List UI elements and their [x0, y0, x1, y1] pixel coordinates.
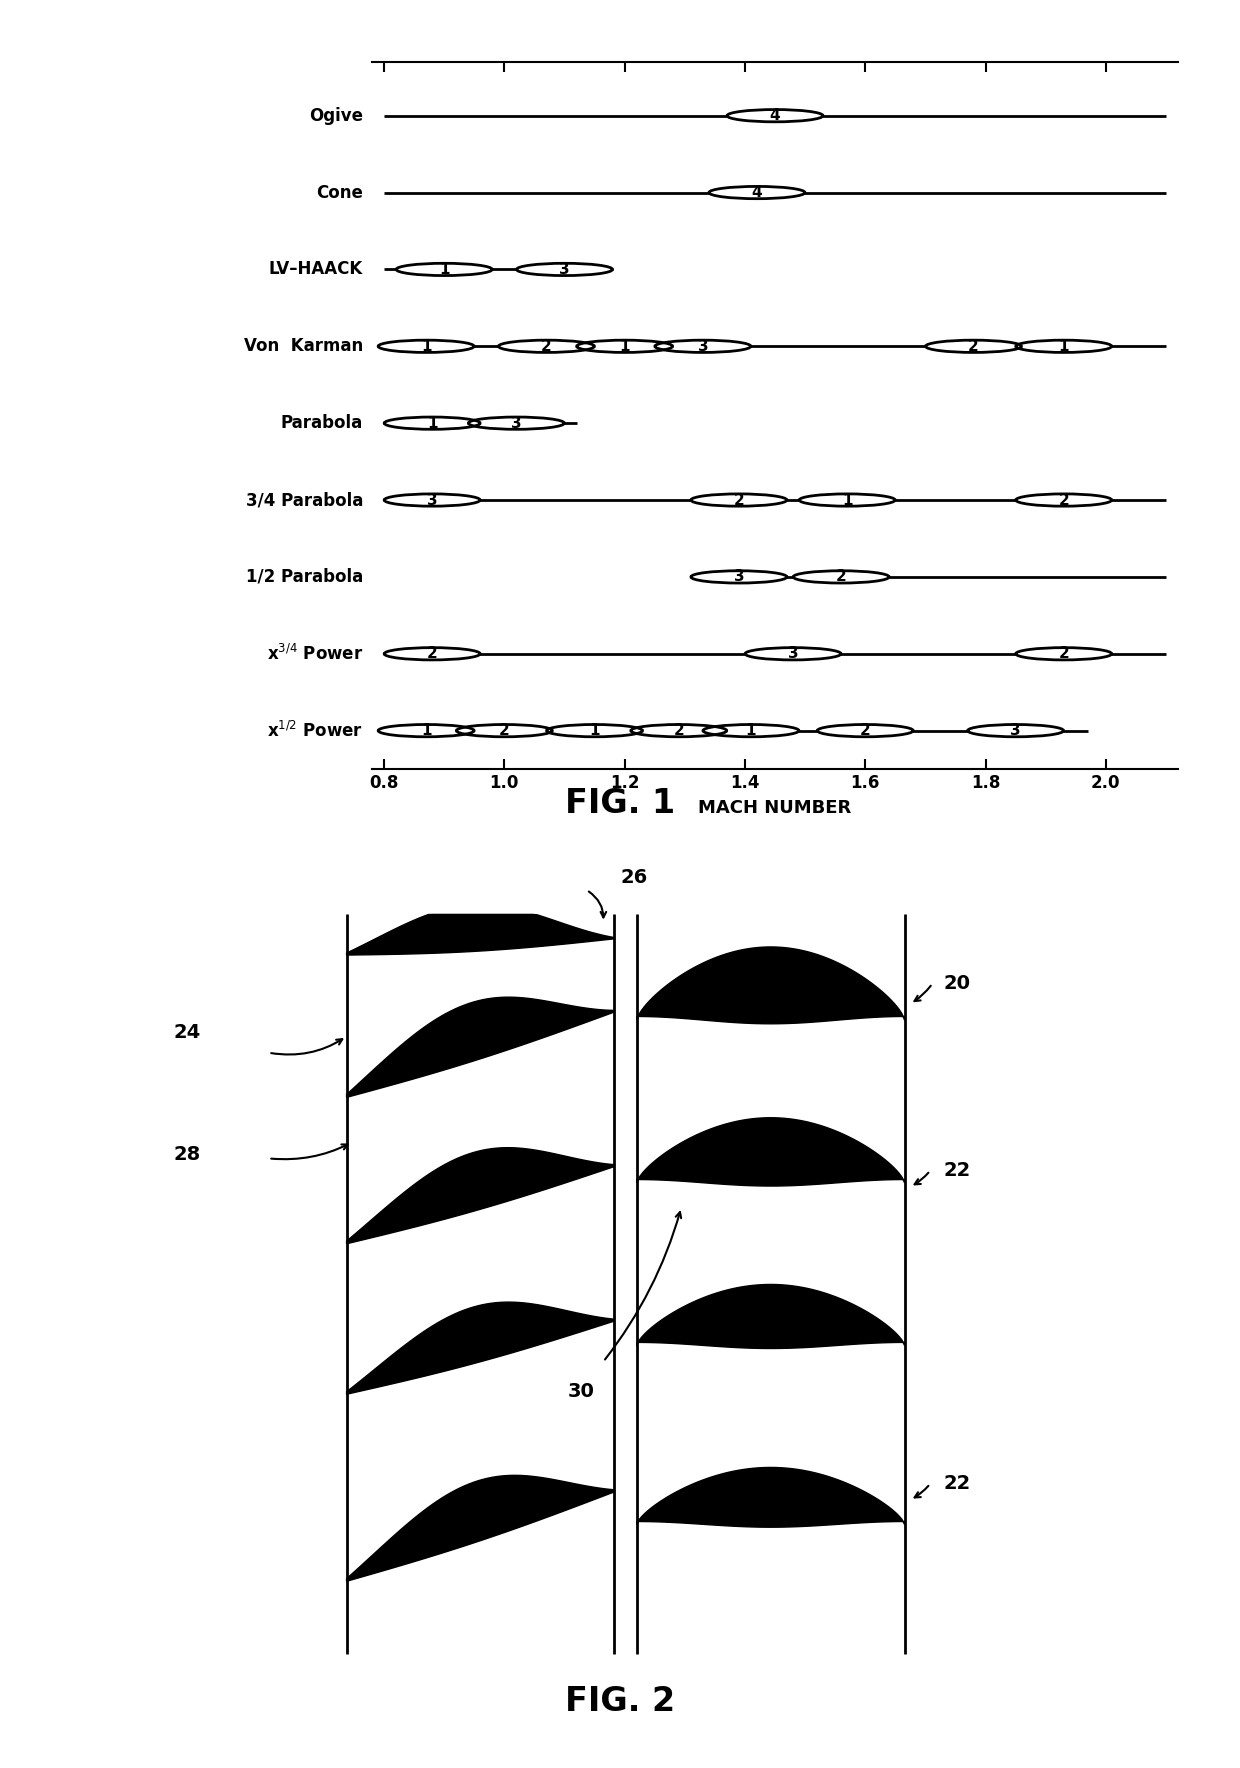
Circle shape	[384, 647, 480, 659]
Circle shape	[384, 417, 480, 430]
Polygon shape	[346, 997, 614, 1098]
Text: 3: 3	[787, 647, 799, 661]
Circle shape	[745, 647, 841, 659]
Circle shape	[397, 263, 492, 276]
Text: x$^{3/4}$ Power: x$^{3/4}$ Power	[267, 644, 363, 663]
Text: Von  Karman: Von Karman	[244, 338, 363, 355]
Text: 26: 26	[620, 868, 647, 888]
Circle shape	[709, 186, 805, 198]
Polygon shape	[346, 914, 614, 955]
Text: FIG. 2: FIG. 2	[565, 1685, 675, 1718]
Text: 28: 28	[174, 1146, 201, 1163]
Circle shape	[727, 110, 823, 122]
Circle shape	[800, 493, 895, 506]
Circle shape	[456, 725, 552, 737]
Circle shape	[1016, 647, 1112, 659]
Circle shape	[817, 725, 913, 737]
Text: 3: 3	[559, 262, 570, 278]
Text: LV–HAACK: LV–HAACK	[269, 260, 363, 278]
Text: 20: 20	[944, 974, 971, 994]
Polygon shape	[346, 1147, 614, 1245]
Text: 1: 1	[842, 493, 852, 507]
Text: 3: 3	[698, 339, 708, 354]
Text: 1: 1	[745, 723, 756, 739]
Circle shape	[967, 725, 1064, 737]
Polygon shape	[637, 948, 905, 1024]
Text: 24: 24	[174, 1024, 201, 1041]
Polygon shape	[346, 1301, 614, 1395]
Text: 1: 1	[1059, 339, 1069, 354]
Circle shape	[925, 339, 1022, 352]
Text: 1: 1	[420, 723, 432, 739]
Text: 22: 22	[944, 1475, 971, 1494]
Circle shape	[498, 339, 594, 352]
Circle shape	[794, 571, 889, 583]
Circle shape	[631, 725, 727, 737]
Text: 2: 2	[541, 339, 552, 354]
Text: 2: 2	[734, 493, 744, 507]
Text: 2: 2	[1059, 493, 1069, 507]
Text: 1: 1	[427, 415, 438, 431]
Text: 4: 4	[770, 108, 780, 124]
Circle shape	[691, 493, 787, 506]
Circle shape	[703, 725, 799, 737]
Text: 3: 3	[427, 493, 438, 507]
Polygon shape	[637, 1467, 905, 1528]
Text: 30: 30	[568, 1383, 594, 1400]
X-axis label: MACH NUMBER: MACH NUMBER	[698, 799, 852, 817]
Circle shape	[1016, 493, 1112, 506]
Text: 2: 2	[859, 723, 870, 739]
Text: x$^{1/2}$ Power: x$^{1/2}$ Power	[267, 721, 363, 741]
Text: 1: 1	[439, 262, 449, 278]
Text: FIG. 1: FIG. 1	[565, 787, 675, 820]
Text: 1/2 Parabola: 1/2 Parabola	[246, 568, 363, 585]
Text: 1: 1	[619, 339, 630, 354]
Polygon shape	[637, 1285, 905, 1349]
Circle shape	[384, 493, 480, 506]
Circle shape	[1016, 339, 1112, 352]
Circle shape	[577, 339, 672, 352]
Text: 3: 3	[511, 415, 522, 431]
Text: 2: 2	[968, 339, 978, 354]
Circle shape	[517, 263, 613, 276]
Text: 4: 4	[751, 186, 763, 200]
Circle shape	[378, 339, 474, 352]
Text: Ogive: Ogive	[309, 106, 363, 126]
Polygon shape	[637, 1117, 905, 1186]
Text: 2: 2	[498, 723, 510, 739]
Text: 3/4 Parabola: 3/4 Parabola	[246, 492, 363, 509]
Circle shape	[655, 339, 750, 352]
Circle shape	[378, 725, 474, 737]
Text: Cone: Cone	[316, 184, 363, 202]
Circle shape	[547, 725, 642, 737]
Polygon shape	[346, 1475, 614, 1581]
Text: 1: 1	[589, 723, 600, 739]
Circle shape	[691, 571, 787, 583]
Text: 22: 22	[944, 1162, 971, 1179]
Text: 2: 2	[1059, 647, 1069, 661]
Circle shape	[469, 417, 564, 430]
Text: 3: 3	[734, 569, 744, 585]
Text: Parabola: Parabola	[280, 414, 363, 431]
Text: 1: 1	[420, 339, 432, 354]
Text: 2: 2	[836, 569, 847, 585]
Text: 3: 3	[1011, 723, 1021, 739]
Text: 2: 2	[673, 723, 684, 739]
Text: 2: 2	[427, 647, 438, 661]
